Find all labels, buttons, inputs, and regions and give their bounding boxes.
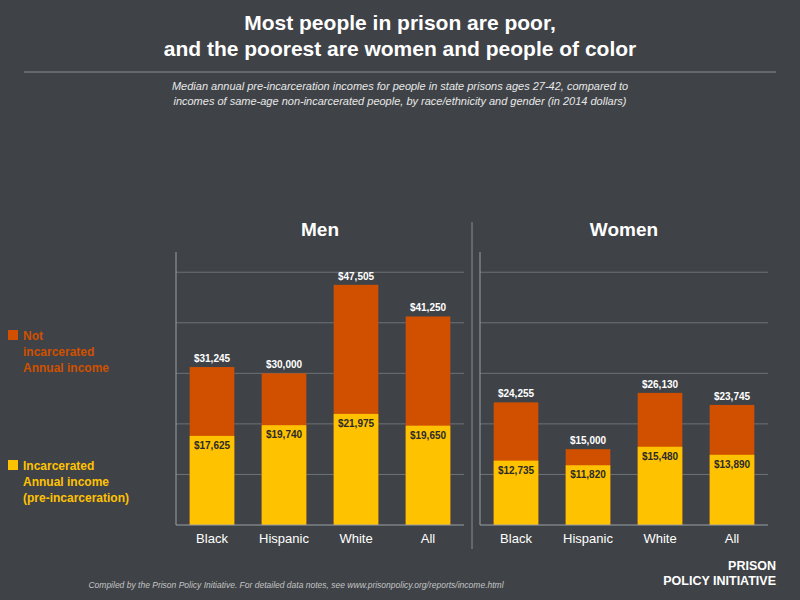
x-tick-label: White [339,531,372,546]
data-label: $23,745 [714,391,751,402]
title-rule [24,72,776,73]
bars [494,393,755,525]
chart-root: Most people in prison are poor,and the p… [0,0,800,600]
data-label: $21,975 [338,418,375,429]
data-label: $15,000 [570,435,607,446]
data-label: $17,625 [194,440,231,451]
legend: IncarceratedAnnual income(pre-incarcerat… [8,329,129,505]
data-label: $11,820 [570,469,606,480]
x-axis-line [480,525,768,526]
bar [638,447,683,525]
x-tick-label: White [643,531,676,546]
bar [566,449,611,525]
bar [262,425,307,525]
data-label: $41,250 [410,302,447,313]
footer: Compiled by the Prison Policy Initiative… [88,580,504,590]
y-axis-line [480,252,481,525]
panel-title: Men [301,219,339,240]
background [0,0,800,600]
x-tick-label: All [725,531,740,546]
bar [190,436,235,525]
bar [262,373,307,525]
y-axis-line [176,252,177,525]
bar [190,367,235,525]
x-tick-label: Black [196,531,228,546]
legend-swatch [8,330,18,340]
data-label: $30,000 [266,359,303,370]
x-axis-line [176,525,464,526]
bars [190,285,451,525]
bar [638,393,683,525]
legend-entry: NotincarceratedAnnual income [23,329,109,375]
data-label: $12,735 [498,465,535,476]
data-label: $31,245 [194,353,231,364]
bar [710,405,755,525]
grid-line [480,322,768,323]
data-label: $15,480 [642,451,679,462]
x-tick-label: Black [500,531,532,546]
panel: Women $12,735 $11,820 $15,480 $13,890 $24,255… [480,219,768,546]
bar [710,455,755,525]
grid-line [176,272,464,273]
bar [406,426,451,525]
data-label: $19,650 [410,430,447,441]
data-label: $19,740 [266,429,303,440]
data-label: $26,130 [642,379,679,390]
legend-entry: IncarceratedAnnual income(pre-incarcerat… [23,459,129,505]
logo: PRISONPOLICY INITIATIVE [663,559,776,588]
panel-separator [472,222,473,549]
bar [494,402,539,525]
panel-title: Women [590,219,658,240]
title: Most people in prison are poor,and the p… [164,11,637,60]
x-tick-label: All [421,531,436,546]
bar [494,461,539,525]
legend-swatch [8,460,18,470]
data-label: $47,505 [338,271,375,282]
x-tick-label: Hispanic [563,531,613,546]
data-label: $24,255 [498,388,535,399]
bar [334,285,379,525]
bar [334,414,379,525]
x-tick-label: Hispanic [259,531,309,546]
grid-line [480,272,768,273]
subtitle: Median annual pre-incarceration incomes … [172,80,628,107]
data-label: $13,890 [714,459,751,470]
bar [406,316,451,525]
panel: Men $17,625 $19,740 $21,975 $19,650 $31,245 $3… [176,219,464,546]
grid-line [480,373,768,374]
bar [566,465,611,525]
